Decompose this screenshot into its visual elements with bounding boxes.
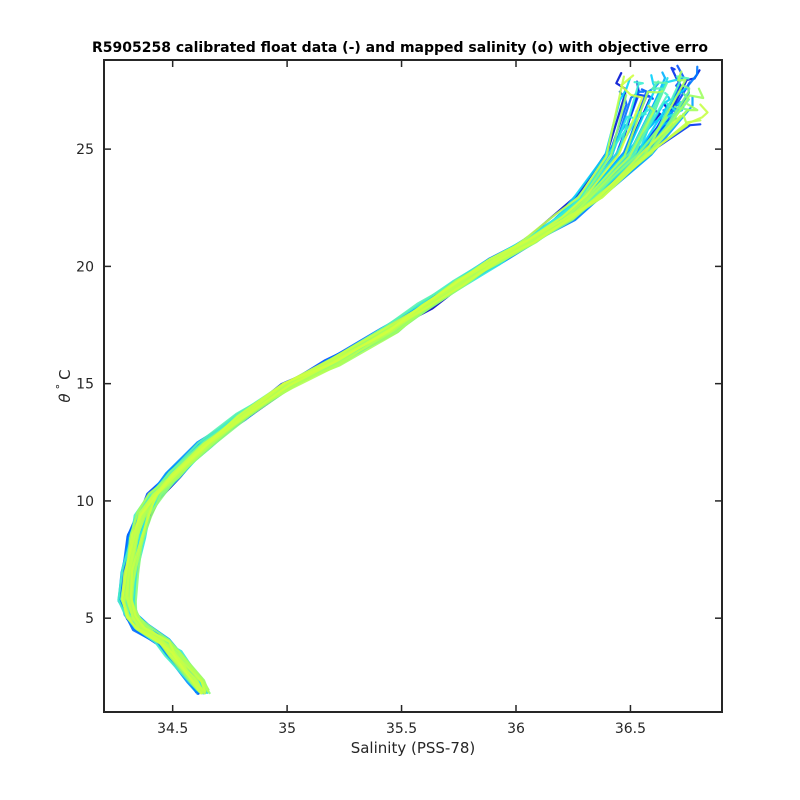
y-tick-label: 20 [76,259,94,275]
y-axis-label: θ ° C [54,369,74,402]
y-tick-label: 25 [76,142,94,158]
x-axis-label: Salinity (PSS-78) [351,739,476,757]
profile-series [117,64,709,695]
x-tick-label: 34.5 [157,721,188,737]
chart-title: R5905258 calibrated float data (-) and m… [92,40,708,56]
axis-ticks: 34.5 35 35.5 36 36.5 5 10 15 20 25 [76,60,722,737]
y-tick-label: 5 [85,611,94,627]
x-tick-label: 36.5 [615,721,646,737]
y-axis-symbol: θ [56,393,74,402]
y-axis-degree: ° [54,384,67,390]
y-axis-unit: C [56,369,74,379]
y-tick-label: 10 [76,494,94,510]
x-tick-label: 35.5 [386,721,417,737]
profile-line [121,74,644,695]
axes-frame [103,59,723,713]
x-tick-label: 35 [278,721,296,737]
y-tick-label: 15 [76,377,94,393]
x-tick-label: 36 [507,721,525,737]
